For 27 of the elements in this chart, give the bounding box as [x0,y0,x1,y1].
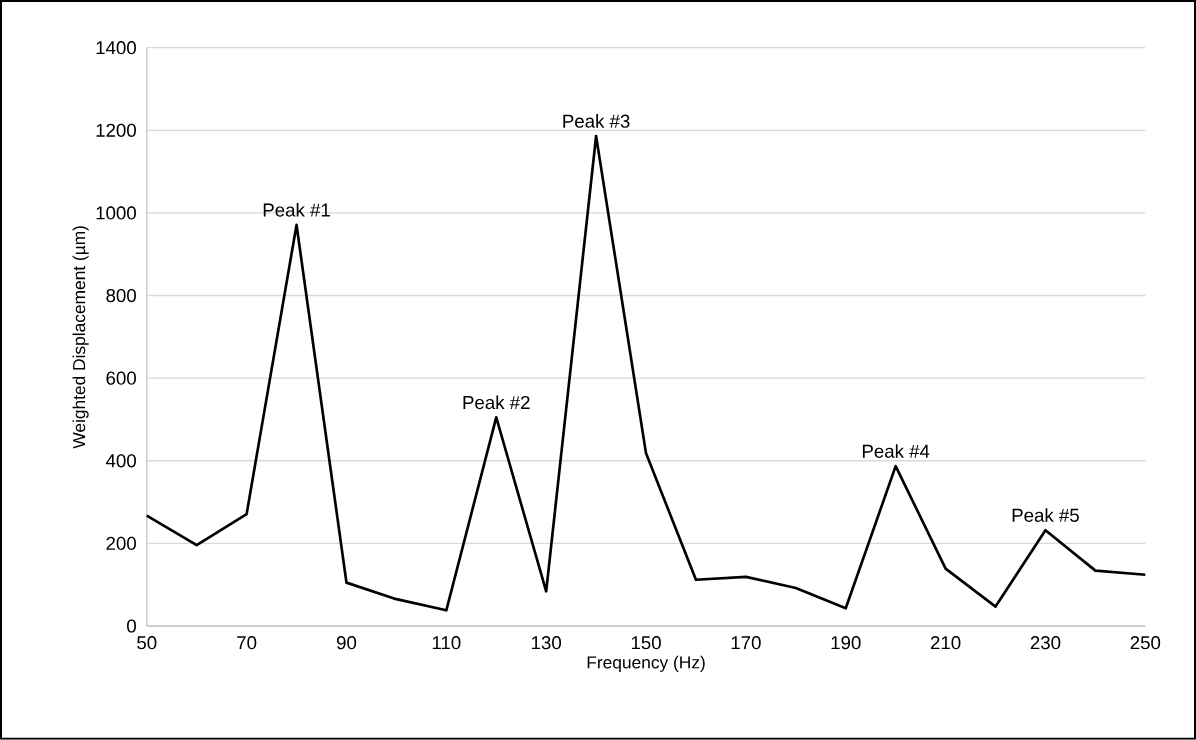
x-tick-label: 50 [137,636,157,650]
x-axis-title: Frequency (Hz) [587,655,705,673]
x-tick-label: 90 [336,636,357,650]
x-tick-label: 190 [831,636,861,650]
y-tick-label: 0 [127,619,136,633]
x-tick-label: 250 [1130,636,1161,650]
annotation: Peak #5 [1012,508,1079,523]
x-tick-label: 230 [1030,636,1061,650]
annotation: Peak #4 [862,444,930,458]
y-tick-label: 1000 [96,206,136,220]
annotation: Peak #2 [463,395,530,410]
y-axis-title: Weighted Displacement (µm) [72,226,89,449]
x-tick-label: 150 [631,636,661,650]
x-tick-label: 70 [237,636,257,650]
y-tick-label: 1200 [96,123,136,138]
y-tick-label: 600 [106,371,136,385]
annotation: Peak #3 [563,114,630,128]
x-tick-label: 210 [930,636,961,650]
y-tick-label: 800 [106,289,136,303]
line-series [145,134,1147,612]
x-tick-label: 130 [532,636,562,650]
x-tick-label: 170 [731,636,761,650]
x-tick-label: 110 [432,636,461,650]
annotation: Peak #1 [263,203,330,217]
y-tick-label: 1400 [96,41,136,55]
y-tick-label: 400 [105,454,136,468]
y-tick-label: 200 [106,536,136,551]
